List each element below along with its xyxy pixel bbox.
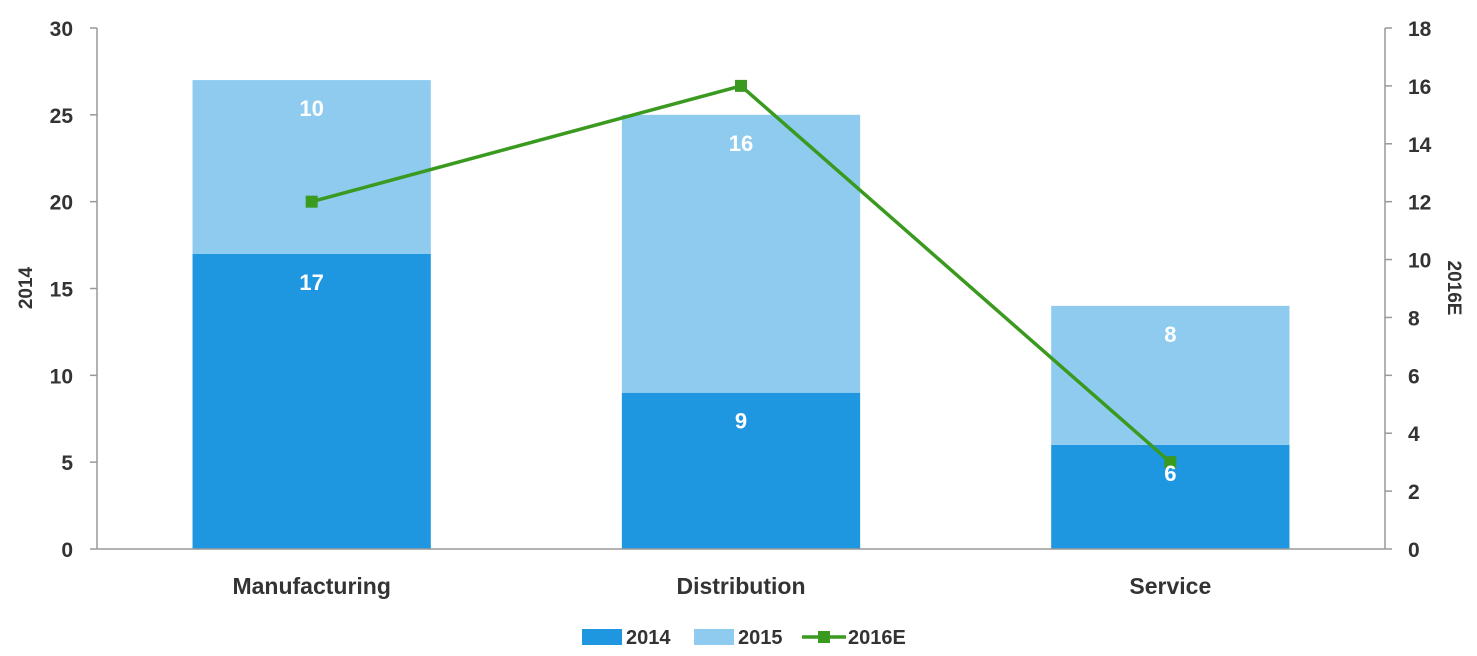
legend-swatch-2014 <box>582 629 622 645</box>
data-label-2015: 10 <box>299 96 323 121</box>
data-label-2014: 17 <box>299 270 323 295</box>
y2-tick-label: 14 <box>1408 134 1432 157</box>
y2-tick-label: 2 <box>1408 481 1420 504</box>
bar-2015 <box>621 114 861 393</box>
marker-2016E <box>1164 456 1177 469</box>
data-label-2014: 9 <box>735 409 747 434</box>
line-layer <box>305 79 1177 469</box>
y2-tick-label: 16 <box>1408 76 1431 99</box>
y-tick-label: 5 <box>61 452 73 475</box>
y2-tick-label: 4 <box>1408 423 1420 446</box>
y2-tick-label: 18 <box>1408 18 1432 41</box>
y-axis-title: 2014 <box>16 266 37 309</box>
legend-swatch-marker-2016E <box>818 631 830 643</box>
y2-tick-label: 12 <box>1408 192 1431 215</box>
marker-2016E <box>305 195 318 208</box>
y-tick-label: 0 <box>61 539 73 562</box>
data-label-2015: 16 <box>729 131 753 156</box>
bar-2015 <box>192 80 431 254</box>
legend: 2014 2015 2016E <box>582 627 906 649</box>
x-category-label: Manufacturing <box>232 573 390 599</box>
bar-2015 <box>1051 305 1290 445</box>
data-labels-layer: 17 10 9 16 6 8 <box>299 96 1176 486</box>
y-tick-label: 10 <box>50 365 73 388</box>
data-label-2014: 6 <box>1164 461 1176 486</box>
legend-label: 2014 <box>626 627 671 649</box>
y2-axis-title: 2016E <box>1443 261 1464 316</box>
y-tick-label: 15 <box>50 279 74 302</box>
ticks-layer: 0 5 10 15 20 25 30 0 2 4 6 8 10 12 14 16 18 Manufacturing… <box>50 18 1432 599</box>
legend-label: 2016E <box>848 627 906 649</box>
y-tick-label: 20 <box>50 192 73 215</box>
data-label-2015: 8 <box>1164 322 1176 347</box>
y-tick-label: 25 <box>50 105 74 128</box>
y2-tick-label: 6 <box>1408 365 1420 388</box>
bars-layer <box>192 80 1290 549</box>
legend-label: 2015 <box>738 627 783 649</box>
bar-2014 <box>192 253 431 549</box>
x-category-label: Distribution <box>676 573 805 599</box>
marker-2016E <box>735 79 747 92</box>
y2-tick-label: 10 <box>1408 250 1431 273</box>
y2-tick-label: 0 <box>1408 539 1420 562</box>
x-category-label: Service <box>1129 573 1211 599</box>
y-tick-label: 30 <box>50 18 73 41</box>
legend-swatch-2015 <box>694 629 734 645</box>
bar-2014 <box>621 392 861 549</box>
y2-tick-label: 8 <box>1408 307 1420 330</box>
